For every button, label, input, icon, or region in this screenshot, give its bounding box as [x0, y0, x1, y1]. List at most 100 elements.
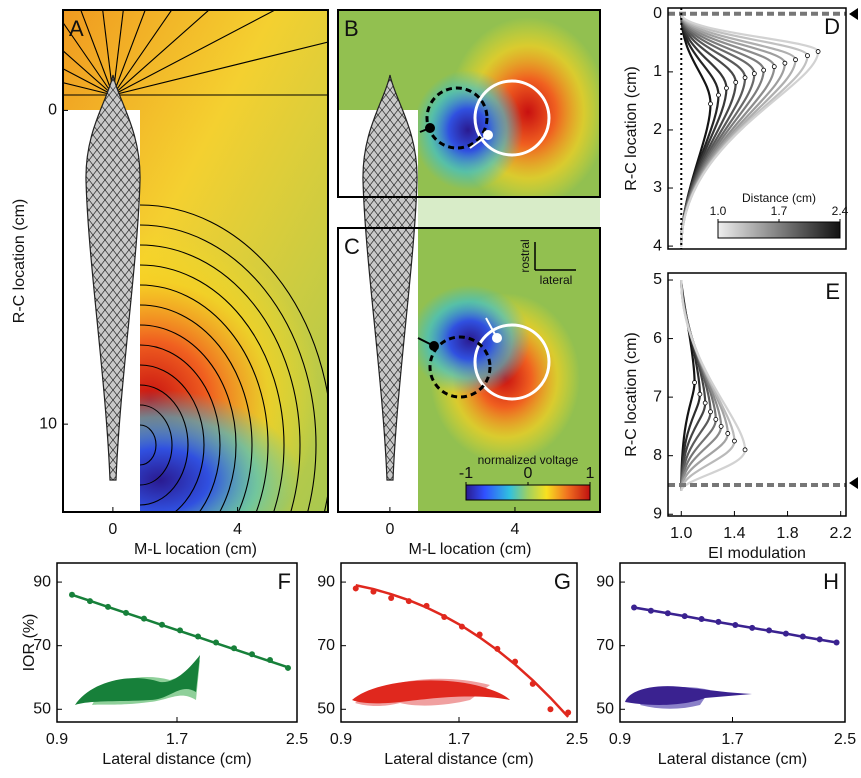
- x-tick-label: 2.5: [566, 731, 588, 748]
- colorbar-title: Distance (cm): [742, 191, 816, 205]
- x-tick-label: 0.9: [330, 731, 352, 748]
- y-tick-label: 50: [33, 700, 51, 717]
- panel-letter: B: [344, 16, 359, 41]
- panel-letter: F: [278, 569, 291, 594]
- colorbar-tick-label: 1.0: [710, 204, 727, 218]
- peak-marker: [805, 53, 810, 59]
- x-tick-label: 1.8: [776, 525, 798, 542]
- y-axis-label: R-C location (cm): [11, 199, 28, 323]
- x-tick-label: 1.7: [166, 731, 188, 748]
- x-axis-label: Lateral distance (cm): [384, 751, 533, 768]
- point: [547, 706, 554, 713]
- y-tick-label: 9: [653, 505, 662, 522]
- point: [749, 624, 756, 631]
- peak-marker: [742, 447, 748, 453]
- peak-marker: [692, 380, 697, 385]
- panel-letter: E: [825, 279, 840, 304]
- colorbar-tick-label: 0: [524, 465, 533, 482]
- peak-marker: [742, 75, 748, 81]
- point: [405, 598, 412, 605]
- curve: [680, 13, 820, 247]
- panel-frame: [56, 562, 298, 723]
- annotation: rostral: [518, 239, 532, 272]
- x-axis-label: Lateral distance (cm): [658, 751, 807, 768]
- peak-marker: [708, 101, 713, 107]
- peak-marker: [761, 67, 767, 73]
- colorbar-tick-label: 1.7: [771, 204, 788, 218]
- point: [631, 604, 638, 611]
- y-tick-label: 70: [33, 637, 51, 654]
- colorbar-tick-label: -1: [459, 465, 473, 482]
- point: [647, 607, 654, 614]
- point: [565, 709, 572, 716]
- fish-silhouettes: [75, 655, 752, 709]
- annotation: lateral: [540, 273, 573, 287]
- markers: [417, 79, 576, 401]
- y-tick-label: 90: [596, 573, 614, 590]
- colorbar-tick-label: 1: [586, 465, 595, 482]
- colorbar-title: normalized voltage: [478, 453, 579, 467]
- x-tick-label: 0: [385, 521, 394, 538]
- y-tick-label: 70: [317, 637, 335, 654]
- x-tick-label: 1.4: [723, 525, 745, 542]
- point: [816, 636, 823, 643]
- y-axis-label: IOR (%): [21, 614, 38, 672]
- point: [159, 621, 165, 628]
- peak-marker: [751, 71, 757, 77]
- peak-marker: [724, 85, 729, 91]
- panel-frame: [340, 562, 578, 723]
- field-line: [102, 10, 114, 96]
- point: [833, 639, 840, 646]
- x-tick-label: 0.9: [46, 731, 68, 748]
- point: [177, 627, 183, 634]
- colorbar-tick-label: 2.4: [832, 204, 849, 218]
- y-tick-label: 5: [653, 271, 662, 288]
- point: [782, 630, 789, 637]
- point: [231, 645, 237, 652]
- point: [715, 618, 722, 625]
- point: [664, 610, 671, 617]
- y-tick-label: 70: [596, 637, 614, 654]
- x-axis-label: M-L location (cm): [409, 541, 532, 558]
- y-tick-label: 4: [653, 237, 662, 254]
- peak-marker: [771, 64, 777, 70]
- panel-letter: A: [69, 16, 84, 41]
- x-tick-label: 0.9: [609, 731, 631, 748]
- point: [766, 627, 773, 634]
- y-tick-label: 50: [317, 700, 335, 717]
- panel-frame: [667, 7, 847, 250]
- point: [476, 631, 483, 638]
- point: [141, 615, 147, 622]
- x-tick-label: 2.5: [286, 731, 308, 748]
- peak-marker: [815, 49, 821, 54]
- arrows: [849, 8, 858, 489]
- peak-marker: [702, 400, 708, 406]
- point: [249, 651, 255, 658]
- x-tick-label: 1.7: [721, 731, 743, 748]
- y-tick-label: 7: [653, 388, 662, 405]
- point: [681, 613, 688, 620]
- x-axis-label: Lateral distance (cm): [102, 751, 251, 768]
- panel-frame: [619, 562, 846, 723]
- point: [123, 609, 129, 616]
- point: [69, 591, 75, 598]
- x-tick-label: 1.7: [448, 731, 470, 748]
- field-line: [112, 10, 277, 96]
- x-tick-label: 4: [233, 521, 242, 538]
- x-axis-label: EI modulation: [708, 545, 806, 562]
- y-axis-label: R-C location (cm): [623, 332, 640, 456]
- peak-marker: [697, 391, 703, 397]
- y-tick-label: 2: [653, 121, 662, 138]
- point: [213, 639, 219, 646]
- x-tick-label: 0: [108, 521, 117, 538]
- point: [388, 594, 395, 601]
- point: [494, 645, 501, 652]
- y-tick-label: 0: [653, 5, 662, 22]
- y-tick-label: 50: [596, 700, 614, 717]
- x-tick-label: 2.5: [834, 731, 856, 748]
- field-line: [80, 10, 114, 96]
- panel-frame: [62, 9, 329, 513]
- point: [458, 623, 465, 630]
- panel-frame: [337, 227, 601, 513]
